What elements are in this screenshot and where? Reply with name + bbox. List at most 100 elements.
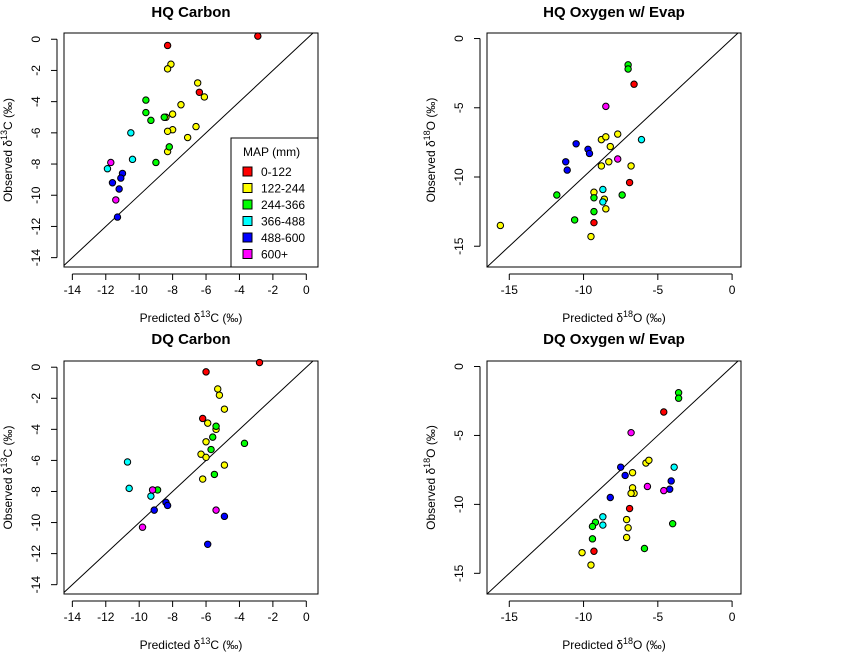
x-tick-label: -6: [201, 610, 212, 624]
data-point: [637, 135, 646, 144]
data-point: [602, 205, 610, 213]
data-point: [202, 438, 210, 446]
data-point: [627, 428, 635, 437]
data-point: [177, 101, 185, 109]
x-tick-label: 0: [729, 283, 736, 297]
data-point: [599, 513, 607, 521]
y-tick-label: 0: [452, 35, 466, 42]
data-point: [668, 519, 677, 528]
data-point: [660, 486, 668, 495]
legend-title: MAP (mm): [243, 145, 300, 159]
legend-swatch: [242, 249, 253, 259]
data-point: [193, 79, 202, 87]
data-point: [599, 185, 607, 194]
data-point: [674, 394, 683, 402]
data-point: [614, 130, 622, 138]
data-point: [168, 110, 177, 118]
x-tick-label: 0: [303, 610, 310, 624]
data-point: [605, 158, 613, 166]
y-tick-label: 0: [452, 363, 466, 370]
data-point: [127, 129, 135, 137]
data-point: [667, 477, 675, 485]
data-point: [602, 133, 610, 141]
y-tick-label: -4: [29, 96, 43, 107]
one-to-one-line: [487, 33, 739, 267]
data-point: [163, 127, 172, 135]
x-axis-label: Predicted δ18O (‰): [562, 636, 665, 652]
data-point: [212, 506, 220, 514]
legend-label: 366-488: [261, 215, 305, 229]
data-point: [212, 422, 220, 430]
data-point: [645, 456, 653, 464]
data-point: [220, 512, 229, 521]
data-point: [624, 65, 632, 73]
data-point: [163, 501, 172, 510]
data-point: [215, 391, 224, 399]
data-point: [590, 218, 598, 227]
x-tick-label: -12: [97, 610, 115, 624]
data-point: [150, 506, 158, 514]
y-tick-label: 0: [29, 36, 43, 43]
data-point: [660, 408, 668, 416]
data-point: [643, 482, 652, 491]
data-point: [587, 232, 595, 241]
chart-title: DQ Carbon: [151, 331, 230, 348]
data-point: [142, 96, 150, 104]
one-to-one-line: [64, 33, 314, 267]
plot-frame: [486, 32, 742, 268]
legend-swatch: [242, 232, 253, 243]
data-point: [163, 41, 172, 50]
plot-frame: [63, 360, 319, 595]
data-point: [627, 489, 635, 498]
legend-swatch: [242, 183, 253, 193]
x-tick-label: -10: [131, 283, 149, 297]
data-point: [588, 535, 597, 543]
data-point: [606, 142, 614, 151]
data-point: [570, 216, 579, 224]
y-tick-label: -12: [29, 545, 43, 563]
legend-swatch: [242, 166, 253, 177]
x-axis-label: Predicted δ13C (‰): [140, 636, 243, 652]
y-tick-label: -5: [452, 430, 466, 441]
x-tick-label: -15: [501, 283, 519, 297]
y-axis-label: Observed δ13C (‰): [0, 425, 15, 529]
data-point: [572, 140, 580, 148]
data-point: [138, 523, 147, 531]
panel-3: DQ Carbon -14 -12 -10 -8 -6 -4 -2 0 0 -2 -4 -6 -8 -10 -…: [0, 331, 319, 652]
legend-label: 122-244: [261, 182, 305, 196]
data-point: [599, 521, 607, 529]
x-tick-label: -8: [167, 610, 178, 624]
data-point: [587, 561, 595, 569]
data-point: [597, 162, 606, 170]
data-point: [128, 155, 137, 164]
data-point: [202, 368, 210, 376]
plot-frame: [486, 360, 742, 595]
y-tick-label: -6: [29, 127, 43, 138]
data-point: [670, 463, 678, 471]
chart-title: DQ Oxygen w/ Evap: [543, 331, 685, 348]
y-axis-label: Observed δ13C (‰): [0, 98, 15, 202]
data-point: [627, 162, 635, 170]
x-tick-label: -6: [201, 283, 212, 297]
data-point: [147, 116, 155, 125]
y-tick-label: -2: [29, 393, 43, 404]
legend-swatch: [242, 199, 253, 210]
data-point: [198, 475, 207, 483]
data-point: [152, 158, 160, 167]
y-tick-label: -14: [29, 576, 43, 594]
data-point: [210, 470, 219, 479]
y-tick-label: 0: [29, 364, 43, 371]
x-tick-label: -2: [268, 610, 279, 624]
data-point: [192, 122, 200, 131]
y-tick-label: -10: [452, 168, 466, 186]
x-tick-label: -5: [652, 610, 663, 624]
y-tick-label: -2: [29, 65, 43, 76]
data-point: [616, 463, 625, 471]
x-tick-label: -10: [131, 610, 149, 624]
x-tick-label: -14: [64, 610, 82, 624]
y-tick-label: -10: [29, 514, 43, 532]
data-point: [147, 492, 155, 500]
y-tick-label: -12: [29, 217, 43, 235]
data-point: [209, 433, 217, 441]
